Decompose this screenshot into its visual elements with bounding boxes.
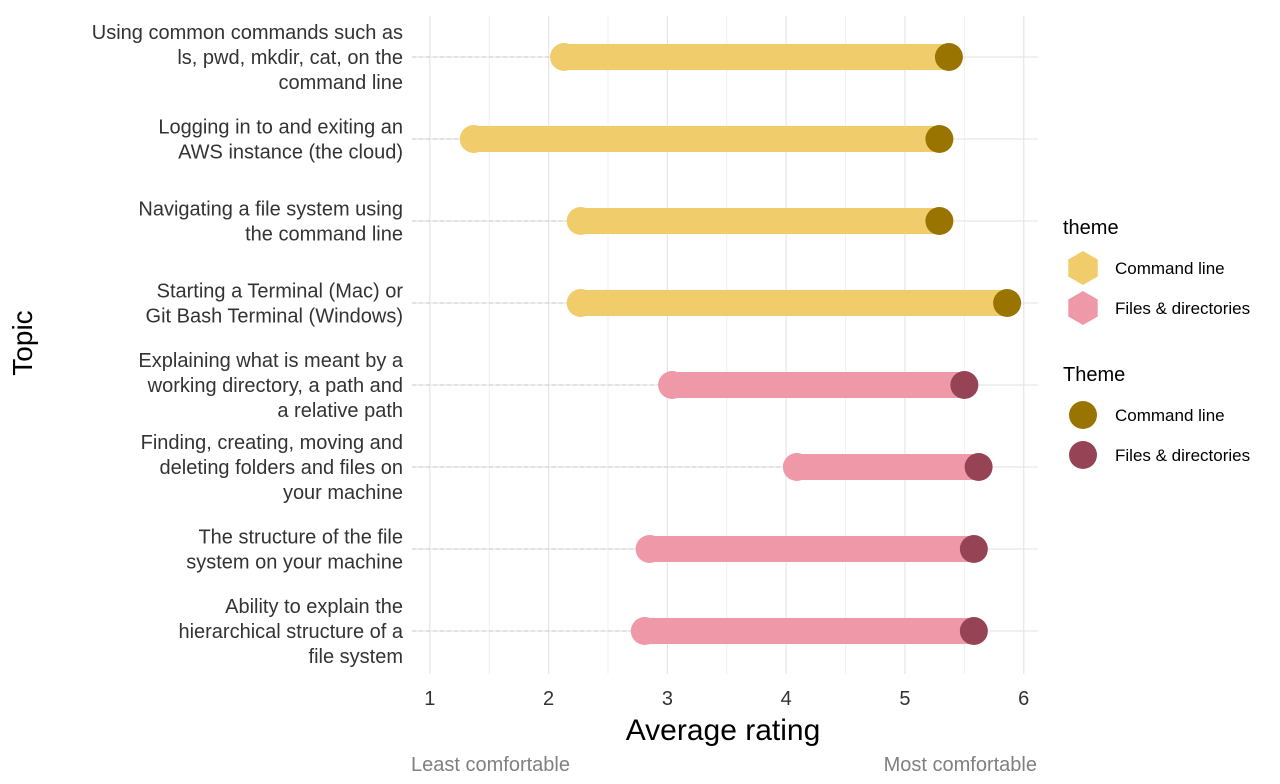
- legend-item-label: Files & directories: [1115, 299, 1250, 318]
- x-tick-label: 2: [543, 688, 554, 710]
- y-tick-label-line: Ability to explain the: [225, 596, 403, 618]
- y-tick-label-line: your machine: [283, 482, 403, 504]
- x-tick-label: 5: [899, 688, 910, 710]
- y-tick-label-line: Logging in to and exiting an: [158, 117, 403, 139]
- before-point: [459, 125, 488, 153]
- y-tick-label-line: system on your machine: [186, 552, 403, 574]
- y-axis-title: Topic: [7, 310, 38, 375]
- y-tick-label-line: hierarchical structure of a: [178, 621, 403, 643]
- x-tick-label: 1: [424, 688, 435, 710]
- legend-key-circle: [1069, 441, 1097, 469]
- legend-key-circle: [1069, 401, 1097, 429]
- y-tick-label-line: The structure of the file: [198, 527, 403, 549]
- dumbbell-marks: [459, 43, 1022, 645]
- y-tick-label-line: Navigating a file system using: [138, 199, 403, 221]
- before-point: [658, 371, 687, 399]
- y-tick-label-line: deleting folders and files on: [160, 457, 404, 479]
- legend-key-hexagon: [1068, 251, 1098, 285]
- y-tick-label-line: Starting a Terminal (Mac) or: [157, 281, 404, 303]
- y-tick-label: Explaining what is meant by a working dir…: [138, 350, 403, 422]
- legend-title: Theme: [1063, 364, 1125, 386]
- before-point: [782, 453, 811, 481]
- grid: [412, 16, 1038, 674]
- y-tick-label: Using common commands such as ls, pwd, mk…: [92, 22, 403, 94]
- y-tick-label: Navigating a file system using the comman…: [138, 199, 403, 246]
- legend-item-label: Command line: [1115, 406, 1225, 425]
- after-point: [925, 207, 954, 235]
- x-tick-labels: 1 2 3 4 5 6: [424, 688, 1029, 710]
- y-tick-label-line: Using common commands such as: [92, 22, 403, 44]
- x-axis-title: Average rating: [626, 714, 821, 747]
- y-tick-label-line: the command line: [245, 224, 403, 246]
- legend: theme Command line Files & directories Them…: [1063, 217, 1250, 469]
- y-tick-label-line: command line: [278, 72, 403, 94]
- y-tick-label-line: Git Bash Terminal (Windows): [146, 306, 403, 328]
- y-tick-label: Ability to explain the hierarchical struc…: [178, 596, 403, 668]
- after-point: [993, 289, 1022, 317]
- y-tick-label: Finding, creating, moving and deleting fo…: [141, 432, 403, 504]
- scale-high-label: Most comfortable: [884, 754, 1037, 776]
- y-tick-label-line: working directory, a path and: [147, 375, 403, 397]
- legend-key-hexagon: [1068, 291, 1098, 325]
- y-tick-label-line: ls, pwd, mkdir, cat, on the: [177, 47, 403, 69]
- x-tick-label: 3: [662, 688, 673, 710]
- y-tick-label: Starting a Terminal (Mac) or Git Bash Ter…: [146, 281, 404, 328]
- after-point: [964, 453, 993, 481]
- y-tick-label-line: Finding, creating, moving and: [141, 432, 403, 454]
- y-tick-labels: Using common commands such as ls, pwd, mk…: [92, 22, 404, 668]
- legend-item-label: Command line: [1115, 259, 1225, 278]
- before-point: [630, 617, 659, 645]
- x-tick-label: 6: [1018, 688, 1029, 710]
- after-point: [934, 43, 963, 71]
- before-point: [550, 43, 579, 71]
- after-point: [950, 371, 979, 399]
- y-tick-label: Logging in to and exiting an AWS instance…: [158, 117, 403, 164]
- x-tick-label: 4: [781, 688, 792, 710]
- y-tick-label-line: file system: [309, 646, 403, 668]
- before-point: [566, 207, 595, 235]
- scale-low-label: Least comfortable: [411, 754, 570, 776]
- after-point: [959, 535, 988, 563]
- legend-title: theme: [1063, 217, 1119, 239]
- y-tick-label-line: a relative path: [277, 400, 403, 422]
- after-point: [925, 125, 954, 153]
- y-tick-label: The structure of the file system on your …: [186, 527, 403, 574]
- legend-item-label: Files & directories: [1115, 446, 1250, 465]
- y-tick-label-line: Explaining what is meant by a: [138, 350, 403, 372]
- after-point: [959, 617, 988, 645]
- before-point: [635, 535, 664, 563]
- y-tick-label-line: AWS instance (the cloud): [178, 142, 403, 164]
- before-point: [566, 289, 595, 317]
